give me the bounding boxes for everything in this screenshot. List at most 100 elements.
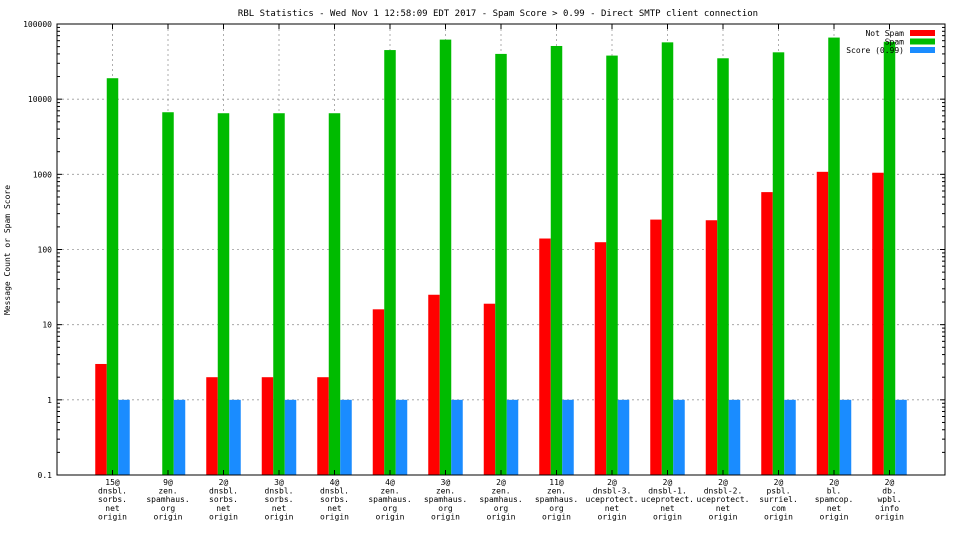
x-tick-label: zen.	[547, 487, 566, 496]
legend-label: Spam	[885, 38, 904, 47]
x-tick-label: origin	[320, 512, 349, 521]
bar-score	[340, 399, 352, 475]
bar-score	[451, 399, 463, 475]
bar-score	[617, 399, 630, 475]
x-tick-label: db.	[882, 487, 896, 496]
x-tick-label: info	[880, 504, 899, 513]
y-tick-label: 100000	[23, 20, 52, 29]
bar-not-spam	[872, 172, 884, 475]
x-tick-label: 2@	[663, 478, 673, 487]
bar-not-spam	[261, 377, 274, 475]
x-tick-label: uceprotect.	[697, 495, 750, 504]
x-tick-label: org	[438, 504, 453, 513]
x-tick-label: spamhaus.	[479, 495, 522, 504]
bar-score	[728, 399, 741, 475]
x-tick-label: 15@	[105, 478, 120, 487]
bar-not-spam	[428, 294, 440, 475]
x-tick-label: 9@	[163, 478, 173, 487]
x-tick-label: net	[660, 504, 675, 513]
x-tick-label: origin	[431, 512, 460, 521]
bar-score	[506, 399, 519, 475]
bar-score	[173, 399, 186, 475]
bar-score	[229, 399, 241, 475]
x-tick-label: org	[549, 504, 564, 513]
legend-swatch	[910, 47, 935, 53]
x-tick-label: net	[605, 504, 620, 513]
x-tick-label: dnsbl.	[320, 487, 349, 496]
x-tick-label: 3@	[441, 478, 451, 487]
bar-score	[395, 399, 408, 475]
x-tick-label: zen.	[158, 487, 177, 496]
bar-spam	[828, 37, 840, 476]
x-tick-label: dnsbl-1.	[648, 487, 687, 496]
bar-spam	[772, 52, 785, 476]
x-tick-label: 4@	[385, 478, 395, 487]
x-tick-label: zen.	[436, 487, 455, 496]
bar-not-spam	[816, 171, 829, 475]
bar-score	[118, 399, 130, 475]
x-tick-label: 3@	[274, 478, 284, 487]
y-tick-label: 1000	[33, 170, 52, 179]
bar-score	[284, 399, 297, 475]
x-tick-label: 2@	[219, 478, 229, 487]
x-tick-label: origin	[764, 512, 793, 521]
x-tick-label: 2@	[885, 478, 895, 487]
x-tick-label: 2@	[607, 478, 617, 487]
bar-score	[839, 399, 852, 475]
x-tick-label: bl.	[827, 487, 841, 496]
x-tick-label: origin	[598, 512, 627, 521]
x-tick-label: org	[161, 504, 176, 513]
chart-title: RBL Statistics - Wed Nov 1 12:58:09 EDT …	[238, 9, 758, 19]
bar-spam	[495, 53, 507, 475]
x-tick-label: sorbs.	[209, 495, 238, 504]
x-axis-labels: 15@dnsbl.sorbs.netorigin9@zen.spamhaus.o…	[98, 478, 904, 521]
x-tick-label: origin	[875, 512, 904, 521]
x-tick-label: spamhaus.	[535, 495, 578, 504]
bar-not-spam	[206, 377, 218, 475]
y-axis-label: Message Count or Spam Score	[3, 185, 12, 315]
bar-spam	[273, 113, 285, 476]
x-tick-label: 4@	[330, 478, 340, 487]
x-tick-label: spamhaus.	[146, 495, 189, 504]
x-tick-label: uceprotect.	[586, 495, 639, 504]
x-tick-label: 2@	[774, 478, 784, 487]
bar-not-spam	[650, 219, 662, 475]
y-tick-label: 100	[38, 246, 53, 255]
x-tick-label: sorbs.	[265, 495, 294, 504]
bar-spam	[162, 112, 174, 475]
x-tick-label: sorbs.	[320, 495, 349, 504]
bar-spam	[550, 45, 563, 475]
legend-label: Score (0.99)	[846, 46, 904, 55]
x-tick-label: origin	[653, 512, 682, 521]
x-tick-label: net	[272, 504, 287, 513]
x-tick-label: spamcop.	[815, 495, 854, 504]
y-tick-label: 1	[47, 396, 52, 405]
y-tick-label: 0.1	[38, 471, 53, 480]
x-tick-label: zen.	[491, 487, 510, 496]
x-tick-label: org	[494, 504, 509, 513]
x-tick-label: origin	[487, 512, 516, 521]
x-tick-label: dnsbl.	[265, 487, 294, 496]
bar-spam	[717, 58, 729, 476]
bar-spam	[883, 41, 896, 476]
y-tick-label: 10	[42, 321, 52, 330]
x-tick-label: origin	[820, 512, 849, 521]
bar-not-spam	[761, 192, 773, 475]
x-tick-label: net	[827, 504, 842, 513]
bar-not-spam	[705, 220, 718, 475]
x-tick-label: 2@	[718, 478, 728, 487]
x-tick-label: origin	[154, 512, 183, 521]
y-axis-ticks: 0.1 1 10 100 1000 10000 100000	[23, 20, 945, 480]
x-tick-label: 2@	[496, 478, 506, 487]
bar-not-spam	[539, 238, 551, 475]
bar-spam	[606, 55, 618, 475]
bar-spam	[661, 42, 674, 476]
x-tick-label: dnsbl.	[209, 487, 238, 496]
bar-not-spam	[317, 377, 329, 475]
bar-spam	[328, 113, 341, 476]
bar-score	[562, 399, 574, 475]
x-tick-label: uceprotect.	[641, 495, 694, 504]
bar-spam	[106, 78, 119, 475]
bar-not-spam	[483, 303, 496, 475]
